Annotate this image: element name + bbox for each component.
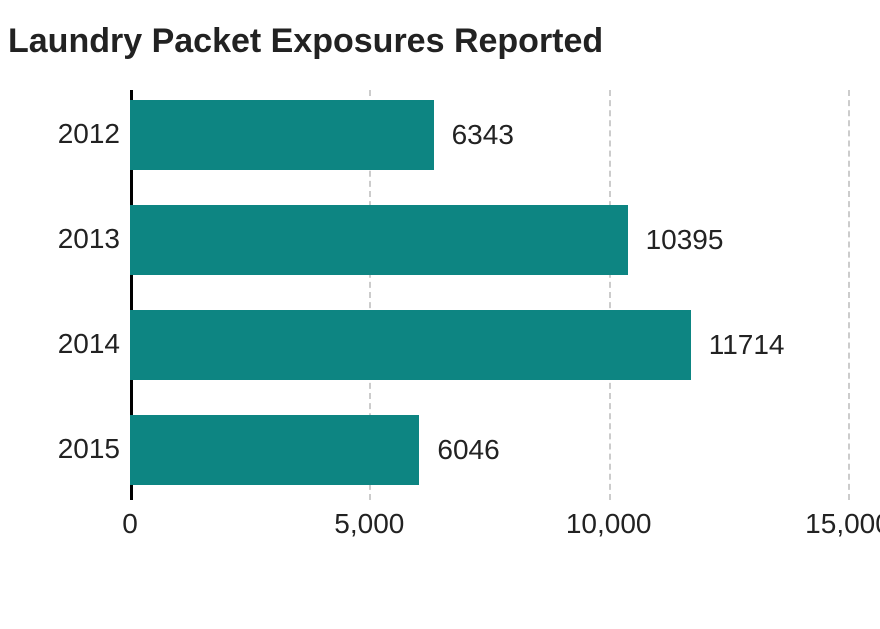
bar-value-label: 6046: [437, 434, 499, 466]
y-axis-label: 2012: [10, 118, 120, 150]
chart-frame: Laundry Packet Exposures Reported 2012 2…: [0, 0, 880, 629]
bar: [130, 310, 691, 380]
bar: [130, 205, 628, 275]
bar: [130, 415, 419, 485]
bar: [130, 100, 434, 170]
plot-area: 6343 10395 11714 6046 0 5,000 10,000 15,…: [130, 90, 848, 540]
y-axis-label: 2013: [10, 223, 120, 255]
x-axis-tick-label: 5,000: [309, 508, 429, 540]
x-axis-tick-label: 0: [70, 508, 190, 540]
chart-title: Laundry Packet Exposures Reported: [8, 22, 603, 61]
x-axis-tick-label: 10,000: [549, 508, 669, 540]
bar-value-label: 10395: [646, 224, 724, 256]
x-axis-tick-label: 15,000: [788, 508, 880, 540]
y-axis-label: 2014: [10, 328, 120, 360]
bar-value-label: 11714: [709, 329, 785, 361]
y-axis-label: 2015: [10, 433, 120, 465]
bar-value-label: 6343: [452, 119, 514, 151]
gridline: [609, 90, 611, 500]
gridline: [848, 90, 850, 500]
